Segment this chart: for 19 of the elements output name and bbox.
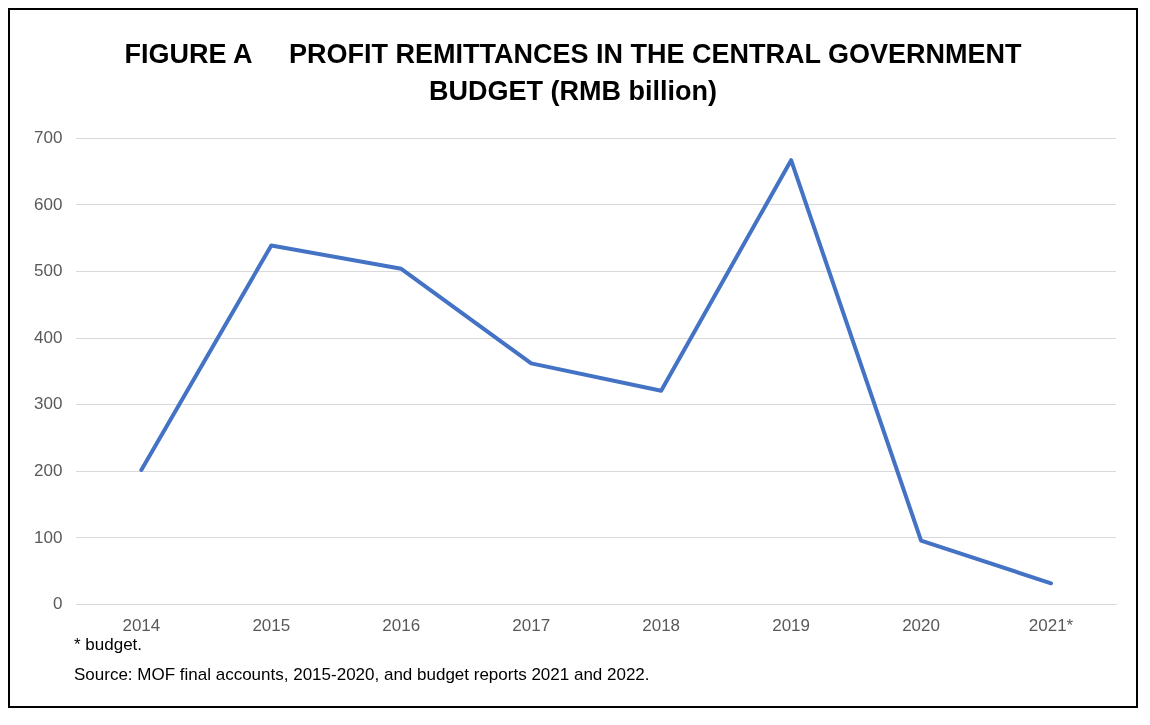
y-tick-label: 0 — [52, 594, 63, 614]
x-tick-label: 2019 — [772, 616, 811, 636]
x-tick-label: 2021* — [1028, 616, 1074, 636]
y-tick-label: 200 — [33, 461, 63, 481]
y-tick-label: 100 — [33, 527, 63, 547]
chart-title: FIGURE A PROFIT REMITTANCES IN THE CENTRAL GOVERNMENT BUDGET (RMB billion) — [123, 38, 1023, 108]
y-tick-label: 400 — [33, 327, 63, 347]
y-tick-label: 300 — [33, 394, 63, 414]
x-tick-label: 2015 — [252, 616, 291, 636]
x-tick-label: 2016 — [382, 616, 421, 636]
y-tick-label: 600 — [33, 194, 63, 214]
x-tick-label: 2018 — [642, 616, 681, 636]
y-tick-label: 500 — [33, 261, 63, 281]
source-note: Source: MOF final accounts, 2015-2020, and budget reports 2021 and 2022. — [74, 664, 650, 686]
x-tick-label: 2020 — [902, 616, 940, 636]
text: * budget. — [74, 635, 143, 654]
x-tick-label: 2017 — [512, 616, 551, 636]
x-tick-label: 2014 — [122, 616, 161, 636]
y-tick-label: 700 — [33, 127, 63, 147]
